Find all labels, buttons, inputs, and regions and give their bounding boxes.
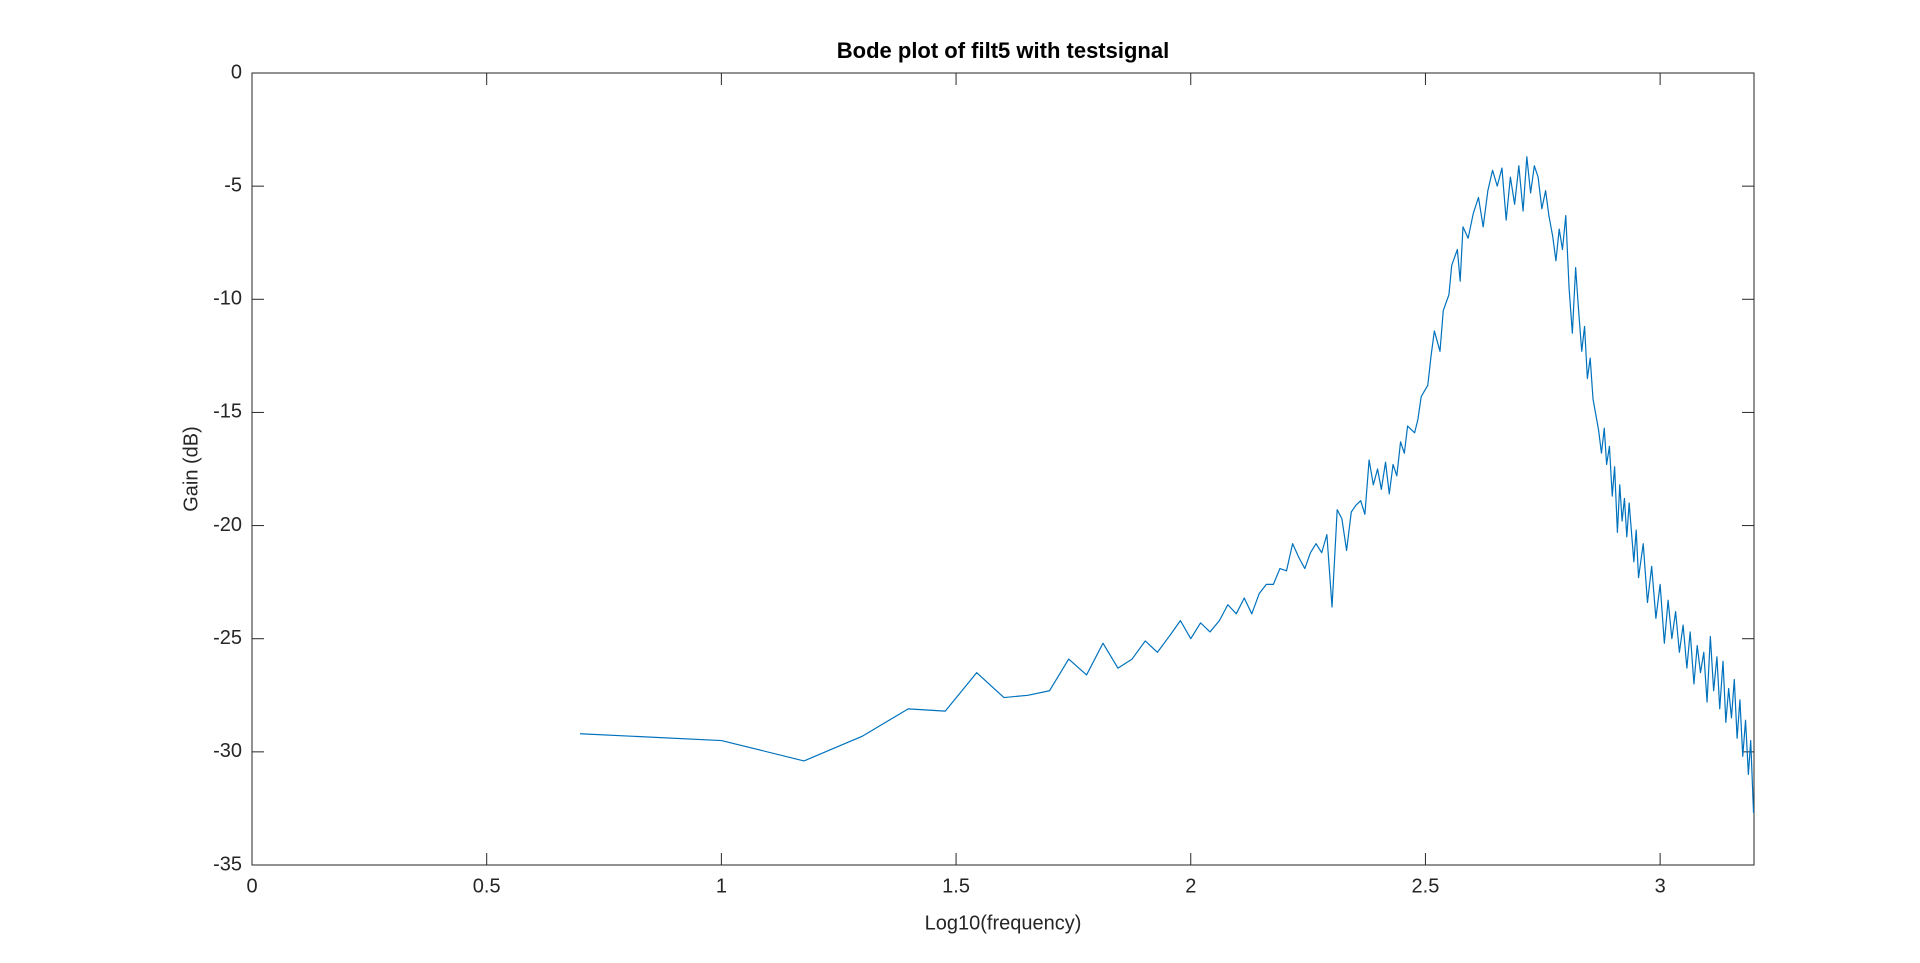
y-tick-label: -10: [213, 288, 242, 310]
y-tick-label: 0: [231, 61, 242, 83]
x-tick-label: 2.5: [1412, 875, 1440, 897]
plot-frame: [251, 72, 1755, 866]
x-tick-label: 0.5: [473, 875, 501, 897]
data-line: [580, 156, 1755, 813]
x-tick-label: 2: [1185, 875, 1196, 897]
y-tick-label: -20: [213, 514, 242, 536]
y-tick-label: -15: [213, 401, 242, 423]
x-tick-label: 3: [1655, 875, 1666, 897]
y-tick-label: -35: [213, 853, 242, 875]
x-tick-label: 1: [716, 875, 727, 897]
x-tick-label: 0: [246, 875, 257, 897]
y-axis-label: Gain (dB): [180, 426, 202, 512]
x-axis-label: Log10(frequency): [925, 912, 1082, 934]
y-tick-label: -25: [213, 627, 242, 649]
chart-title: Bode plot of filt5 with testsignal: [837, 38, 1169, 63]
y-tick-label: -30: [213, 740, 242, 762]
x-tick-label: 1.5: [942, 875, 970, 897]
y-tick-label: -5: [224, 174, 242, 196]
